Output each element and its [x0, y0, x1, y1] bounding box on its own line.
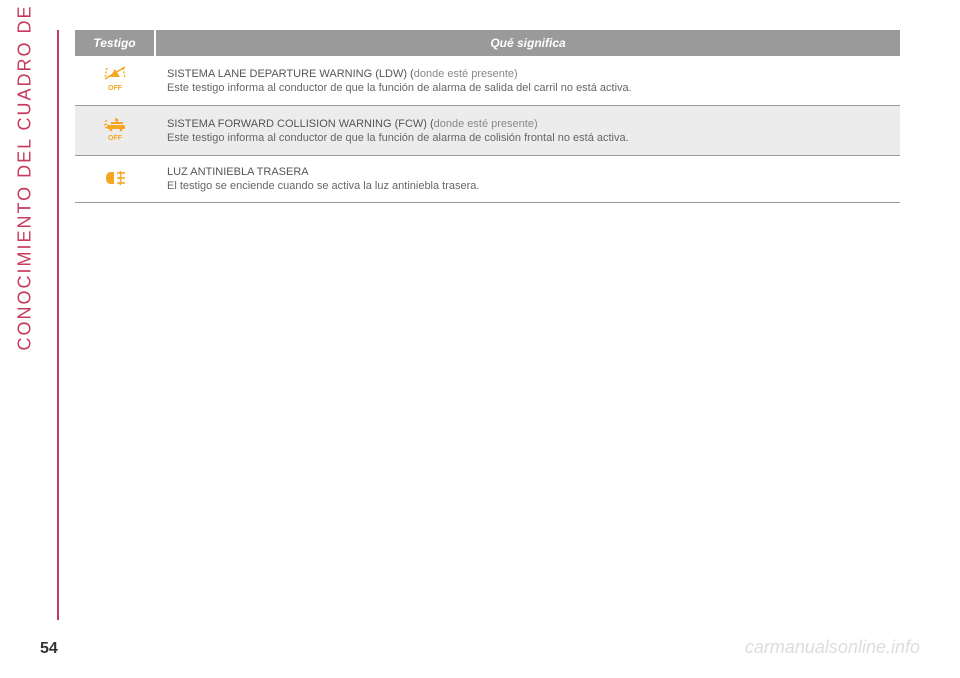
- ldw-off-icon: OFF: [101, 66, 129, 92]
- row-content: SISTEMA LANE DEPARTURE WARNING (LDW) (do…: [155, 56, 900, 106]
- fcw-off-icon: OFF: [101, 116, 129, 142]
- row-content: LUZ ANTINIEBLA TRASERA El testigo se enc…: [155, 156, 900, 203]
- vertical-divider: [57, 30, 59, 620]
- rear-fog-icon: [100, 169, 130, 187]
- icon-cell: OFF: [75, 56, 155, 106]
- section-title: CONOCIMIENTO DEL CUADRO DE INSTRUMENTOS: [15, 0, 36, 351]
- table-header-testigo: Testigo: [75, 30, 155, 56]
- content-area: Testigo Qué significa OFF: [75, 30, 900, 203]
- row-body: Este testigo informa al conductor de que…: [167, 132, 888, 144]
- table-header-significa: Qué significa: [155, 30, 900, 56]
- icon-cell: [75, 156, 155, 203]
- watermark: carmanualsonline.info: [745, 637, 920, 658]
- row-title: SISTEMA FORWARD COLLISION WARNING (FCW) …: [167, 118, 434, 130]
- row-title: LUZ ANTINIEBLA TRASERA: [167, 166, 309, 178]
- row-body: Este testigo informa al conductor de que…: [167, 82, 888, 94]
- warning-lights-table: Testigo Qué significa OFF: [75, 30, 900, 203]
- table-row: OFF SISTEMA FORWARD COLLISION WARNING (F…: [75, 106, 900, 156]
- svg-text:OFF: OFF: [108, 85, 123, 92]
- row-content: SISTEMA FORWARD COLLISION WARNING (FCW) …: [155, 106, 900, 156]
- table-row: LUZ ANTINIEBLA TRASERA El testigo se enc…: [75, 156, 900, 203]
- page-number: 54: [40, 640, 58, 658]
- svg-text:OFF: OFF: [108, 135, 123, 142]
- row-title: SISTEMA LANE DEPARTURE WARNING (LDW) (: [167, 68, 414, 80]
- icon-cell: OFF: [75, 106, 155, 156]
- row-title-detail: donde esté presente): [414, 68, 518, 80]
- table-row: OFF SISTEMA LANE DEPARTURE WARNING (LDW)…: [75, 56, 900, 106]
- row-title-detail: donde esté presente): [434, 118, 538, 130]
- row-body: El testigo se enciende cuando se activa …: [167, 180, 888, 192]
